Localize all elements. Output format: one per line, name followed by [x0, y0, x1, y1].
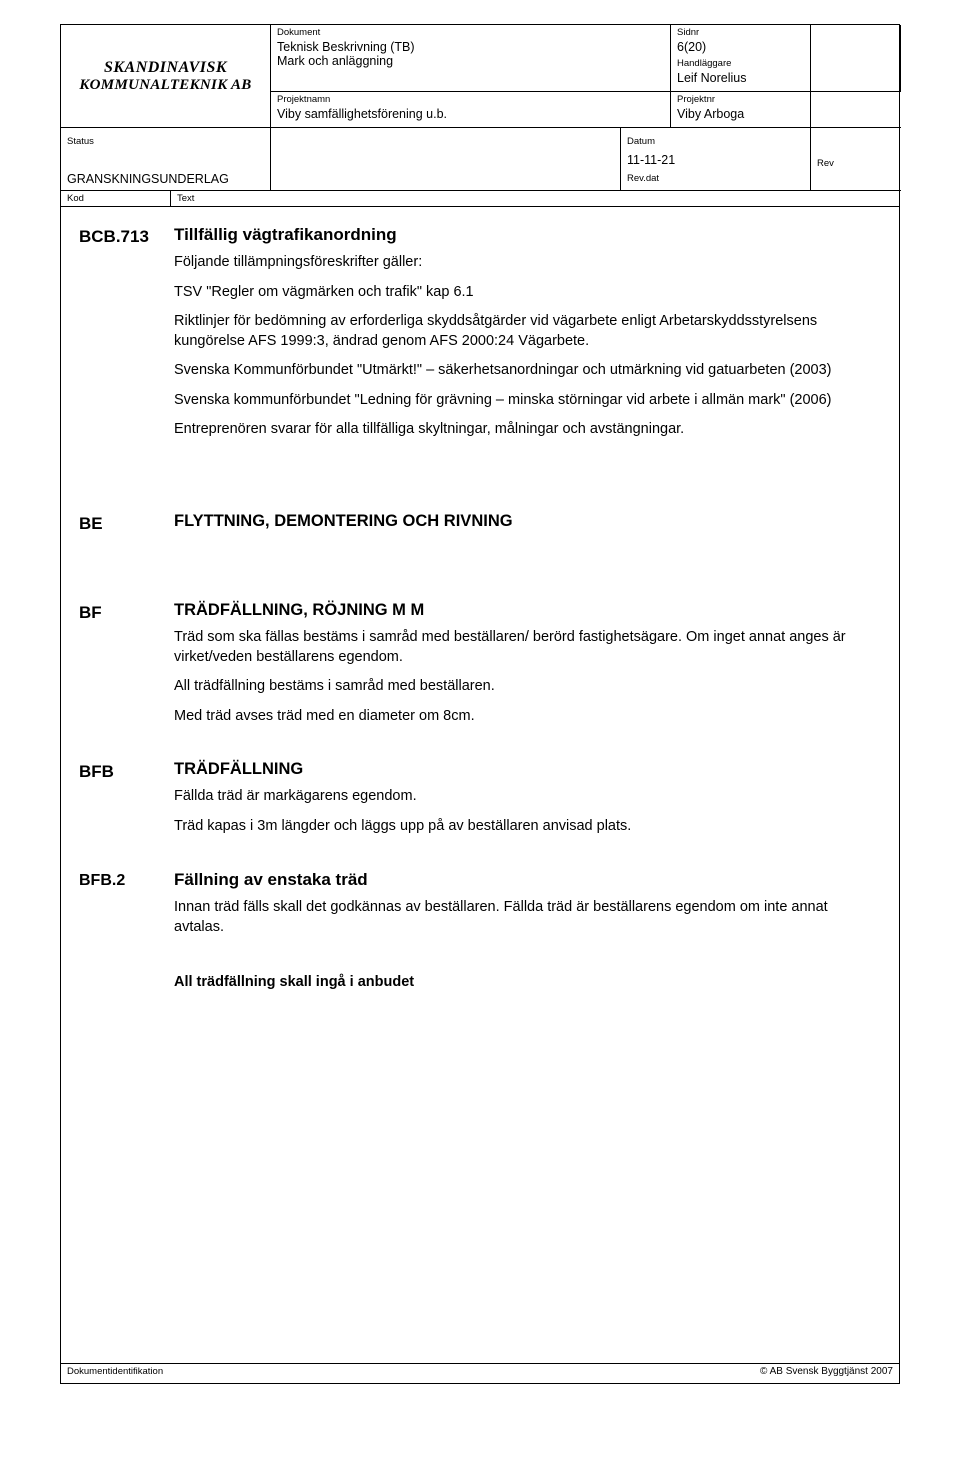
- datum-label: Datum: [627, 136, 804, 147]
- projektnamn-cell: Projektnamn Viby samfällighetsförening u…: [271, 92, 671, 128]
- code-bcb713: BCB.713: [79, 225, 174, 450]
- sidnr-label: Sidnr: [677, 27, 804, 38]
- bcb713-p2: TSV "Regler om vägmärken och trafik" kap…: [174, 283, 869, 303]
- projektnr-val: Viby Arboga: [677, 107, 804, 121]
- spacer: [79, 474, 869, 512]
- code-be: BE: [79, 512, 174, 539]
- content-bfb: TRÄDFÄLLNING Fällda träd är markägarens …: [174, 760, 869, 846]
- dokument-cell: Dokument Teknisk Beskrivning (TB) Mark o…: [271, 25, 671, 92]
- content-be: FLYTTNING, DEMONTERING OCH RIVNING: [174, 512, 869, 539]
- projektnamn-label: Projektnamn: [277, 94, 664, 105]
- rev-label: Rev: [817, 158, 895, 169]
- kod-label: Kod: [61, 191, 171, 206]
- datum-cell: Datum 11-11-21 Rev.dat: [621, 128, 811, 191]
- code-bfb: BFB: [79, 760, 174, 846]
- section-bf: BF TRÄDFÄLLNING, RÖJNING M M Träd som sk…: [79, 601, 869, 736]
- bcb713-p3: Riktlinjer för bedömning av erforderliga…: [174, 312, 869, 351]
- section-bfb: BFB TRÄDFÄLLNING Fällda träd är markägar…: [79, 760, 869, 846]
- dokument-val-2: Mark och anläggning: [277, 54, 664, 68]
- company-line-2: KOMMUNALTEKNIK AB: [79, 77, 251, 94]
- section-be: BE FLYTTNING, DEMONTERING OCH RIVNING: [79, 512, 869, 539]
- projektnr-cell: Projektnr Viby Arboga: [671, 92, 811, 128]
- footer-left: Dokumentidentifikation: [67, 1366, 163, 1379]
- header-row-2: Status GRANSKNINGSUNDERLAG Datum 11-11-2…: [61, 128, 899, 191]
- projektnamn-val: Viby samfällighetsförening u.b.: [277, 107, 664, 121]
- bfb-p1: Fällda träd är markägarens egendom.: [174, 787, 869, 807]
- content-bf: TRÄDFÄLLNING, RÖJNING M M Träd som ska f…: [174, 601, 869, 736]
- handlaggare-label: Handläggare: [677, 58, 804, 69]
- title-be: FLYTTNING, DEMONTERING OCH RIVNING: [174, 512, 869, 531]
- company-line-1: SKANDINAVISK: [104, 59, 227, 77]
- bfb2-p2: All trädfällning skall ingå i anbudet: [174, 973, 869, 993]
- kod-text-row: Kod Text: [61, 191, 899, 207]
- header-row-1: SKANDINAVISK KOMMUNALTEKNIK AB Dokument …: [61, 25, 899, 128]
- blank-top-right: [811, 25, 901, 92]
- rev-cell: Rev: [811, 128, 901, 191]
- revdat-label: Rev.dat: [627, 173, 804, 184]
- spacer: [174, 947, 869, 973]
- code-bf: BF: [79, 601, 174, 736]
- content-bfb2: Fällning av enstaka träd Innan träd fäll…: [174, 870, 869, 1003]
- sidnr-val: 6(20): [677, 40, 804, 54]
- code-bfb2: BFB.2: [79, 870, 174, 1003]
- footer: Dokumentidentifikation © AB Svensk Byggt…: [61, 1363, 899, 1383]
- spacer: [79, 563, 869, 601]
- document-frame: SKANDINAVISK KOMMUNALTEKNIK AB Dokument …: [60, 24, 900, 1384]
- bf-p2: All trädfällning bestäms i samråd med be…: [174, 677, 869, 697]
- page: SKANDINAVISK KOMMUNALTEKNIK AB Dokument …: [0, 0, 960, 1460]
- bcb713-p6: Entreprenören svarar för alla tillfällig…: [174, 420, 869, 440]
- bf-p1: Träd som ska fällas bestäms i samråd med…: [174, 628, 869, 667]
- projektnr-label: Projektnr: [677, 94, 804, 105]
- section-bcb713: BCB.713 Tillfällig vägtrafikanordning Fö…: [79, 225, 869, 450]
- bcb713-p5: Svenska kommunförbundet "Ledning för grä…: [174, 391, 869, 411]
- blank-r2-right: [811, 92, 901, 128]
- title-bcb713: Tillfällig vägtrafikanordning: [174, 225, 869, 245]
- section-bfb2: BFB.2 Fällning av enstaka träd Innan trä…: [79, 870, 869, 1003]
- datum-val: 11-11-21: [627, 149, 804, 173]
- bfb-p2: Träd kapas i 3m längder och läggs upp på…: [174, 817, 869, 837]
- status-cell: Status GRANSKNINGSUNDERLAG: [61, 128, 271, 191]
- sidnr-cell: Sidnr 6(20) Handläggare Leif Norelius: [671, 25, 811, 92]
- blank-mid: [271, 128, 621, 191]
- handlaggare-val: Leif Norelius: [677, 71, 804, 85]
- title-bfb2: Fällning av enstaka träd: [174, 870, 869, 890]
- title-bfb: TRÄDFÄLLNING: [174, 760, 869, 779]
- status-val: GRANSKNINGSUNDERLAG: [67, 164, 229, 186]
- title-bf: TRÄDFÄLLNING, RÖJNING M M: [174, 601, 869, 620]
- bcb713-p1: Följande tillämpningsföreskrifter gäller…: [174, 253, 869, 273]
- dokument-label: Dokument: [277, 27, 664, 38]
- text-label: Text: [171, 191, 899, 206]
- bfb2-p1: Innan träd fälls skall det godkännas av …: [174, 898, 869, 937]
- footer-right: © AB Svensk Byggtjänst 2007: [760, 1366, 893, 1379]
- bcb713-p4: Svenska Kommunförbundet "Utmärkt!" – säk…: [174, 361, 869, 381]
- dokument-val-1: Teknisk Beskrivning (TB): [277, 40, 664, 54]
- content-bcb713: Tillfällig vägtrafikanordning Följande t…: [174, 225, 869, 450]
- bf-p3: Med träd avses träd med en diameter om 8…: [174, 707, 869, 727]
- company-cell: SKANDINAVISK KOMMUNALTEKNIK AB: [61, 25, 271, 128]
- status-label: Status: [67, 136, 264, 147]
- document-body: BCB.713 Tillfällig vägtrafikanordning Fö…: [61, 207, 899, 1037]
